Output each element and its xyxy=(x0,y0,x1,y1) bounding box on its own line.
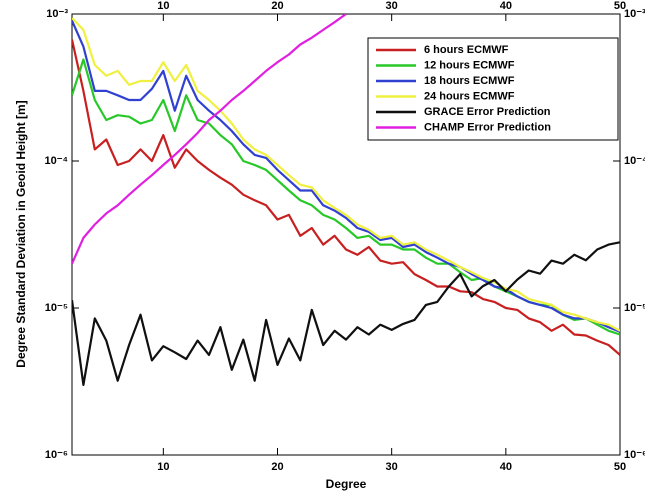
x-tick-label-top: 50 xyxy=(614,0,626,12)
series-line xyxy=(72,20,620,333)
x-tick-label-top: 40 xyxy=(500,0,512,12)
x-tick-label-top: 30 xyxy=(386,0,398,12)
legend-label: 12 hours ECMWF xyxy=(424,59,515,71)
y-tick-label-right: 10⁻⁴ xyxy=(624,155,645,167)
y-tick-label: 10⁻³ xyxy=(46,8,68,20)
x-tick-label-top: 20 xyxy=(271,0,283,12)
x-tick-label: 40 xyxy=(500,461,512,473)
y-tick-label-right: 10⁻⁶ xyxy=(624,449,645,461)
x-tick-label: 20 xyxy=(271,461,283,473)
series-line xyxy=(72,39,620,356)
x-tick-label: 50 xyxy=(614,461,626,473)
y-axis-title: Degree Standard Deviation in Geoid Heigh… xyxy=(14,100,28,367)
x-tick-label: 10 xyxy=(157,461,169,473)
legend-box xyxy=(367,37,619,141)
y-tick-label-right: 10⁻³ xyxy=(624,8,645,20)
x-axis-title: Degree xyxy=(326,477,367,491)
right-tick-labels: 10⁻⁶ 10⁻⁵ 10⁻⁴ 10⁻³ xyxy=(624,8,645,461)
y-tick-label-right: 10⁻⁵ xyxy=(624,302,645,314)
series-line xyxy=(72,241,620,386)
legend-label: 18 hours ECMWF xyxy=(424,75,515,87)
legend-label: 24 hours ECMWF xyxy=(424,90,515,102)
x-tick-label-top: 10 xyxy=(157,0,169,12)
y-tick-label: 10⁻⁴ xyxy=(45,155,68,167)
legend-label: GRACE Error Prediction xyxy=(424,106,551,118)
y-tick-label: 10⁻⁶ xyxy=(45,449,68,461)
y-tick-label: 10⁻⁵ xyxy=(45,302,68,314)
legend-label: 6 hours ECMWF xyxy=(424,44,509,56)
series-line xyxy=(72,17,620,332)
x-tick-label: 30 xyxy=(386,461,398,473)
legend-label: CHAMP Error Prediction xyxy=(424,121,551,133)
series-line xyxy=(72,14,347,265)
